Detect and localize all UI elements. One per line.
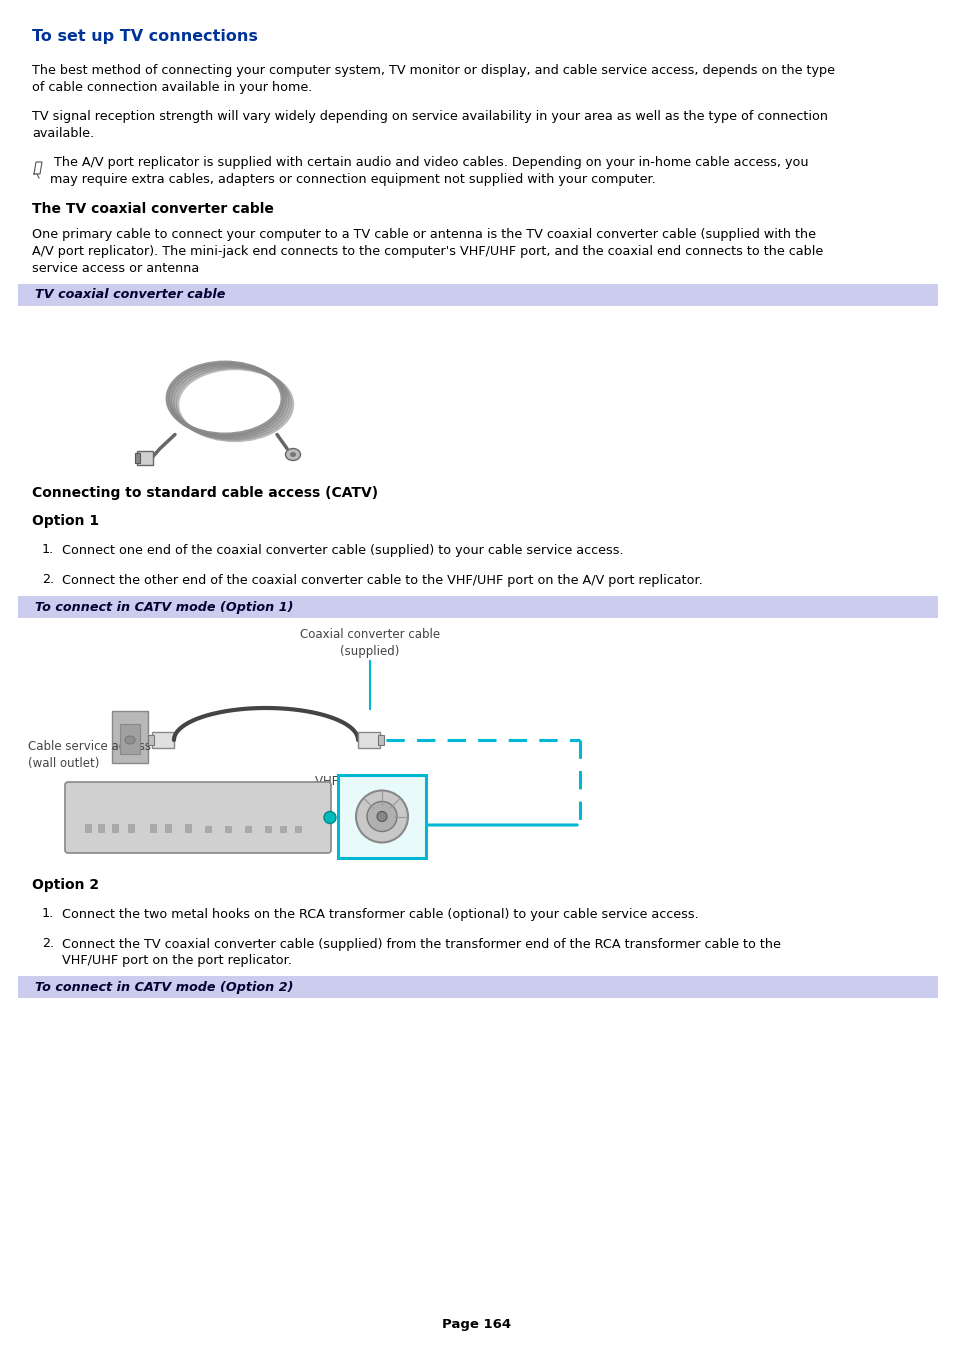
Text: VHF/UHF port on the port replicator.: VHF/UHF port on the port replicator.: [62, 954, 292, 967]
Text: Connect one end of the coaxial converter cable (supplied) to your cable service : Connect one end of the coaxial converter…: [62, 544, 623, 557]
Text: To connect in CATV mode (Option 2): To connect in CATV mode (Option 2): [26, 981, 294, 993]
Text: Page 164: Page 164: [442, 1319, 511, 1331]
Text: The A/V port replicator is supplied with certain audio and video cables. Dependi: The A/V port replicator is supplied with…: [50, 155, 807, 186]
Bar: [137, 450, 152, 465]
Text: To set up TV connections: To set up TV connections: [32, 28, 257, 45]
Bar: [98, 824, 104, 832]
Text: 2.: 2.: [42, 573, 54, 586]
Bar: [18, 284, 937, 305]
Text: The best method of connecting your computer system, TV monitor or display, and c: The best method of connecting your compu…: [32, 63, 834, 95]
Text: Connect the two metal hooks on the RCA transformer cable (optional) to your cabl: Connect the two metal hooks on the RCA t…: [62, 908, 698, 921]
Text: Option 1: Option 1: [32, 513, 99, 528]
Ellipse shape: [355, 790, 408, 843]
Bar: [185, 824, 191, 832]
Text: Option 2: Option 2: [32, 878, 99, 892]
Ellipse shape: [125, 736, 135, 744]
Ellipse shape: [290, 453, 295, 457]
Ellipse shape: [376, 812, 387, 821]
Bar: [152, 732, 173, 748]
Ellipse shape: [285, 449, 300, 461]
Bar: [377, 735, 384, 744]
Ellipse shape: [324, 812, 335, 824]
Bar: [280, 825, 286, 832]
Bar: [245, 825, 251, 832]
Text: One primary cable to connect your computer to a TV cable or antenna is the TV co: One primary cable to connect your comput…: [32, 228, 822, 276]
Bar: [120, 724, 140, 754]
Text: Cable service access
(wall outlet): Cable service access (wall outlet): [28, 740, 151, 770]
Bar: [357, 732, 379, 748]
Text: 1.: 1.: [42, 543, 54, 557]
Bar: [112, 824, 118, 832]
Ellipse shape: [367, 801, 396, 831]
Bar: [150, 824, 156, 832]
Bar: [205, 825, 211, 832]
Bar: [294, 825, 301, 832]
Text: Connect the other end of the coaxial converter cable to the VHF/UHF port on the : Connect the other end of the coaxial con…: [62, 574, 702, 586]
Bar: [165, 824, 171, 832]
Text: TV signal reception strength will vary widely depending on service availability : TV signal reception strength will vary w…: [32, 109, 827, 141]
Bar: [128, 824, 133, 832]
Text: To connect in CATV mode (Option 1): To connect in CATV mode (Option 1): [26, 600, 294, 613]
Bar: [18, 975, 937, 998]
Bar: [265, 825, 271, 832]
Bar: [148, 735, 153, 744]
Text: 1.: 1.: [42, 907, 54, 920]
Bar: [18, 596, 937, 617]
Bar: [225, 825, 231, 832]
Text: The TV coaxial converter cable: The TV coaxial converter cable: [32, 203, 274, 216]
Text: 2.: 2.: [42, 938, 54, 950]
Text: Connect the TV coaxial converter cable (supplied) from the transformer end of th: Connect the TV coaxial converter cable (…: [62, 938, 781, 951]
Text: Coaxial converter cable
(supplied): Coaxial converter cable (supplied): [299, 628, 439, 658]
Bar: [112, 711, 148, 763]
Bar: [337, 775, 426, 858]
Bar: [85, 824, 91, 832]
FancyBboxPatch shape: [65, 782, 331, 852]
Text: TV coaxial converter cable: TV coaxial converter cable: [26, 289, 225, 301]
Bar: [135, 453, 140, 462]
Text: VHF/UHF port: VHF/UHF port: [315, 775, 395, 788]
Text: Connecting to standard cable access (CATV): Connecting to standard cable access (CAT…: [32, 486, 377, 500]
